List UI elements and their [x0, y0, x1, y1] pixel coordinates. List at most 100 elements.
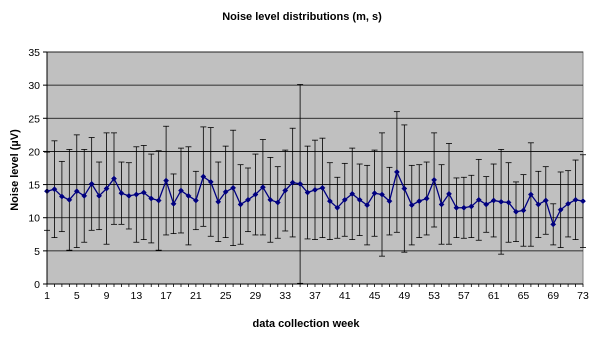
data-point-58: [468, 203, 475, 210]
axes: [46, 52, 584, 287]
data-point-69: [550, 221, 557, 228]
data-point-45: [371, 190, 378, 197]
data-point-68: [542, 197, 549, 204]
data-point-21: [192, 197, 199, 204]
data-point-8: [96, 192, 103, 199]
data-point-71: [565, 200, 572, 207]
data-point-9: [103, 185, 110, 192]
data-point-67: [535, 201, 542, 208]
y-axis-label: Noise level (µV): [9, 129, 21, 211]
y-tick-label-2: 10: [28, 213, 40, 225]
data-point-16: [155, 197, 162, 204]
data-point-53: [431, 176, 438, 183]
x-tick-label-5: 21: [190, 290, 202, 302]
data-point-14: [140, 189, 147, 196]
data-point-19: [178, 187, 184, 194]
data-point-43: [356, 196, 363, 203]
data-point-64: [513, 208, 519, 215]
x-tick-label-7: 29: [250, 290, 262, 302]
data-point-40: [334, 204, 341, 211]
data-points: [44, 169, 586, 228]
x-tick-labels: 1 5 9 13 17 21 25 29 33 37 41 45 49 53 57 61 65 69 73: [44, 290, 589, 302]
data-point-26: [230, 184, 237, 191]
data-point-44: [364, 202, 371, 209]
data-point-63: [505, 199, 512, 206]
y-tick-label-1: 5: [34, 246, 40, 258]
x-tick-label-9: 37: [309, 290, 321, 302]
data-point-15: [148, 195, 155, 202]
data-point-41: [341, 196, 348, 203]
data-point-37: [312, 186, 318, 193]
data-point-57: [460, 204, 467, 211]
data-point-33: [282, 187, 289, 194]
data-point-22: [200, 173, 207, 180]
data-point-39: [326, 198, 333, 205]
x-tick-label-3: 13: [130, 290, 142, 302]
data-point-49: [401, 185, 408, 192]
data-point-32: [274, 199, 281, 206]
data-point-46: [379, 191, 385, 198]
y-tick-labels: 0 5 10 15 20 25 30 35: [28, 47, 40, 291]
data-point-60: [483, 201, 490, 208]
x-tick-label-13: 53: [428, 290, 440, 302]
x-axis-label: data collection week: [253, 318, 361, 330]
data-point-65: [520, 207, 527, 214]
x-tick-label-4: 17: [160, 290, 172, 302]
data-point-12: [125, 192, 132, 199]
x-tick-label-16: 65: [518, 290, 530, 302]
data-point-56: [453, 204, 460, 211]
data-point-2: [51, 186, 58, 193]
data-point-51: [416, 198, 423, 205]
data-point-31: [267, 196, 274, 203]
data-point-35: [297, 180, 304, 187]
x-tick-label-12: 49: [398, 290, 410, 302]
data-point-7: [88, 180, 95, 187]
data-point-4: [66, 196, 73, 203]
data-point-73: [580, 198, 586, 205]
data-point-29: [252, 191, 259, 198]
data-point-34: [289, 179, 296, 186]
y-tick-label-3: 15: [28, 180, 40, 192]
data-point-48: [393, 169, 400, 175]
data-point-30: [259, 184, 266, 191]
y-tick-label-6: 30: [28, 80, 40, 92]
x-tick-label-8: 33: [279, 290, 291, 302]
x-tick-label-0: 1: [44, 290, 50, 302]
x-tick-label-6: 25: [220, 290, 232, 302]
data-point-6: [81, 192, 88, 199]
x-tick-label-10: 41: [339, 290, 351, 302]
data-point-50: [408, 202, 415, 209]
data-point-47: [386, 198, 393, 205]
data-point-3: [58, 193, 65, 200]
y-tick-label-7: 35: [28, 47, 40, 59]
data-point-18: [170, 200, 177, 207]
data-point-17: [163, 177, 170, 184]
x-tick-label-14: 57: [458, 290, 470, 302]
x-tick-label-15: 61: [488, 290, 500, 302]
data-point-20: [185, 192, 192, 199]
data-point-59: [475, 196, 482, 203]
data-point-62: [498, 198, 505, 205]
y-tick-label-5: 25: [28, 113, 40, 125]
data-point-72: [572, 196, 579, 203]
data-point-70: [557, 206, 564, 213]
data-point-66: [527, 191, 534, 198]
data-point-11: [118, 190, 125, 197]
data-point-36: [304, 189, 311, 196]
data-point-61: [490, 197, 497, 204]
y-tick-label-4: 20: [28, 146, 40, 158]
chart-title: Noise level distributions (m, s): [222, 11, 382, 23]
data-point-42: [349, 190, 356, 197]
data-point-13: [133, 191, 140, 198]
data-point-10: [111, 175, 117, 182]
data-point-24: [215, 198, 222, 205]
data-point-38: [319, 184, 326, 191]
data-point-55: [446, 190, 452, 197]
data-point-25: [222, 188, 229, 195]
data-point-54: [438, 201, 445, 208]
data-point-23: [207, 178, 214, 185]
x-tick-label-17: 69: [547, 290, 559, 302]
data-point-5: [73, 188, 80, 195]
